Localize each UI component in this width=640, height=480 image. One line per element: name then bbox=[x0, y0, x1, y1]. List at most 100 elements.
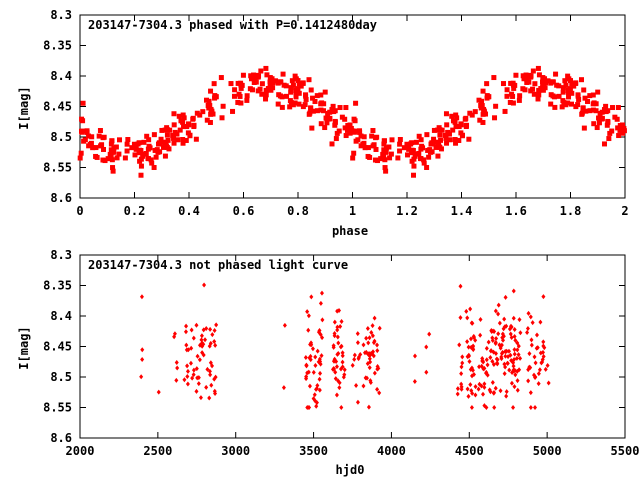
phased-data-point bbox=[204, 117, 210, 123]
unphased-data-point bbox=[335, 308, 340, 314]
unphased-data-point bbox=[212, 376, 217, 382]
phased-data-point bbox=[296, 90, 302, 96]
phased-data-point bbox=[478, 105, 484, 111]
phased-chart: 8.3 8.35 8.4 8.45 8.5 8.55 8.6 0 0.2 0.4 0.6 0.8 1 1… bbox=[17, 8, 629, 238]
unphased-data-point bbox=[317, 327, 322, 333]
unphased-data-point bbox=[535, 345, 540, 351]
phased-data-point bbox=[575, 93, 581, 99]
phased-data-point bbox=[292, 73, 298, 79]
unphased-data-point bbox=[424, 344, 429, 350]
unphased-data-point bbox=[210, 363, 215, 369]
unphased-data-point bbox=[424, 369, 429, 375]
unphased-data-point bbox=[515, 387, 520, 393]
unphased-data-point bbox=[490, 358, 495, 364]
unphased-data-point bbox=[338, 344, 343, 350]
phased-data-point bbox=[259, 81, 265, 87]
phased-data-point bbox=[309, 125, 315, 131]
unphased-data-point bbox=[364, 375, 369, 381]
phased-data-point bbox=[90, 145, 96, 151]
unphased-data-point bbox=[372, 370, 377, 376]
phased-data-point bbox=[548, 101, 554, 107]
phased-data-point bbox=[553, 71, 559, 77]
unphased-data-point bbox=[209, 382, 214, 388]
phased-data-point bbox=[86, 133, 92, 139]
phased-data-point bbox=[146, 137, 152, 143]
phased-data-point bbox=[306, 77, 312, 83]
unphased-data-point bbox=[503, 349, 508, 355]
phased-data-point bbox=[249, 87, 255, 93]
phased-data-point bbox=[264, 72, 270, 78]
phased-data-point bbox=[437, 127, 443, 133]
phased-data-point bbox=[575, 102, 581, 108]
phased-data-point bbox=[435, 153, 441, 159]
unphased-data-point bbox=[541, 343, 546, 349]
phased-data-point bbox=[352, 118, 358, 124]
unphased-data-point bbox=[174, 359, 179, 365]
phased-data-point bbox=[536, 72, 542, 78]
unphased-data-point bbox=[529, 342, 534, 348]
unphased-data-point bbox=[307, 383, 312, 389]
unphased-data-point bbox=[512, 327, 517, 333]
unphased-data-point bbox=[516, 352, 521, 358]
phased-data-point bbox=[100, 146, 106, 152]
unphased-data-point bbox=[509, 335, 514, 341]
unphased-data-point bbox=[355, 340, 360, 346]
phased-data-point bbox=[453, 124, 459, 130]
phased-data-point bbox=[79, 129, 85, 135]
phased-data-point bbox=[228, 81, 234, 87]
phased-data-point bbox=[382, 157, 388, 163]
phased-data-point bbox=[332, 108, 338, 114]
phased-data-point bbox=[447, 137, 453, 143]
unphased-data-point bbox=[332, 331, 337, 337]
phased-data-point bbox=[100, 157, 106, 163]
phased-data-point bbox=[322, 89, 328, 95]
unphased-data-point bbox=[537, 367, 542, 373]
phased-data-point bbox=[181, 115, 187, 121]
phased-data-point bbox=[416, 133, 422, 139]
unphased-data-point bbox=[480, 391, 485, 397]
phased-data-point bbox=[171, 140, 177, 146]
unphased-data-point bbox=[509, 324, 514, 330]
unphased-data-point bbox=[525, 329, 530, 335]
phased-data-point bbox=[606, 136, 612, 142]
phased-data-point bbox=[569, 90, 575, 96]
unphased-data-point bbox=[488, 354, 493, 360]
unphased-data-point bbox=[313, 354, 318, 360]
phased-data-point bbox=[281, 82, 287, 88]
x-tick-label: 1.8 bbox=[560, 204, 582, 218]
unphased-data-point bbox=[482, 365, 487, 371]
x-tick-label: 2 bbox=[621, 204, 628, 218]
phased-data-point bbox=[145, 146, 151, 152]
phased-data-point bbox=[452, 137, 458, 143]
phased-data-point bbox=[165, 137, 171, 143]
unphased-data-point bbox=[317, 387, 322, 393]
unphased-data-point bbox=[479, 383, 484, 389]
unphased-data-point bbox=[506, 348, 511, 354]
unphased-data-point bbox=[320, 317, 325, 323]
phased-data-point bbox=[248, 76, 254, 82]
x-tick-label: 0.2 bbox=[124, 204, 146, 218]
phased-data-point bbox=[235, 99, 241, 105]
unphased-data-point bbox=[459, 371, 464, 377]
phased-data-point bbox=[151, 164, 157, 170]
phased-data-point bbox=[617, 123, 623, 129]
unphased-data-point bbox=[540, 359, 545, 365]
unphased-data-point bbox=[194, 322, 199, 328]
phased-points bbox=[77, 65, 627, 178]
phased-data-point bbox=[566, 94, 572, 100]
unphased-data-point bbox=[200, 350, 205, 356]
unphased-data-point bbox=[213, 390, 218, 396]
phased-data-point bbox=[563, 82, 569, 88]
phased-data-point bbox=[416, 150, 422, 156]
unphased-data-point bbox=[212, 339, 217, 345]
unphased-data-point bbox=[196, 375, 201, 381]
y-tick-label: 8.5 bbox=[50, 370, 72, 384]
unphased-data-point bbox=[342, 372, 347, 378]
phased-data-point bbox=[520, 73, 526, 79]
phased-data-point bbox=[287, 104, 293, 110]
x-tick-label: 5500 bbox=[611, 444, 640, 458]
unphased-data-point bbox=[466, 393, 471, 399]
x-tick-label: 1.6 bbox=[505, 204, 527, 218]
unphased-data-point bbox=[185, 381, 190, 387]
phased-data-point bbox=[535, 65, 541, 71]
